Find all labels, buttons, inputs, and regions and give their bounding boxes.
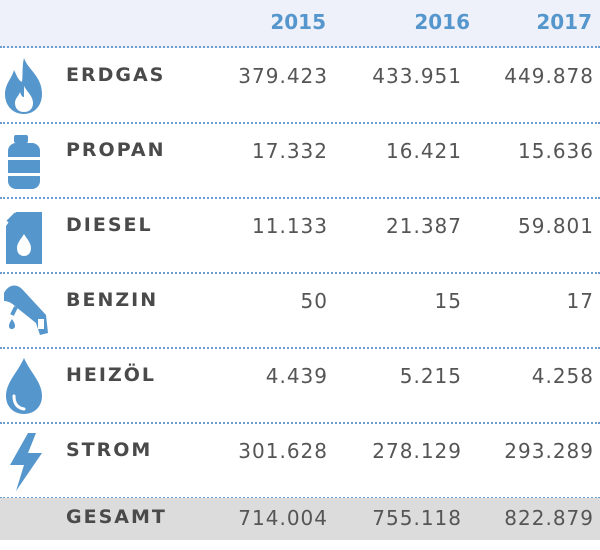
cell-2015: 4.439: [265, 364, 328, 388]
jerrycan-icon: [2, 204, 52, 268]
total-2017: 822.879: [504, 506, 594, 530]
cell-2015: 50: [300, 289, 328, 313]
total-2016: 755.118: [372, 506, 462, 530]
total-label: GESAMT: [66, 506, 167, 528]
cell-2015: 301.628: [238, 439, 328, 463]
row-label: BENZIN: [66, 289, 159, 311]
table-row-total: GESAMT 714.004 755.118 822.879: [0, 498, 600, 540]
flame-icon: [2, 54, 52, 118]
total-2015: 714.004: [238, 506, 328, 530]
year-header-2016: 2016: [414, 10, 470, 34]
cell-2017: 17: [566, 289, 594, 313]
cell-2017: 59.801: [518, 214, 594, 238]
row-label: ERDGAS: [66, 64, 166, 86]
cell-2017: 15.636: [518, 139, 594, 163]
cell-2015: 11.133: [252, 214, 328, 238]
cell-2015: 17.332: [252, 139, 328, 163]
cell-2015: 379.423: [238, 64, 328, 88]
cell-2017: 4.258: [531, 364, 594, 388]
cell-2016: 21.387: [386, 214, 462, 238]
table-row-benzin: BENZIN 50 15 17: [0, 273, 600, 349]
table-row-diesel: DIESEL 11.133 21.387 59.801: [0, 198, 600, 274]
year-header-2017: 2017: [536, 10, 592, 34]
cell-2016: 16.421: [386, 139, 462, 163]
row-label: STROM: [66, 439, 153, 461]
table-row-strom: STROM 301.628 278.129 293.289: [0, 423, 600, 499]
table-header: 2015 2016 2017: [0, 0, 600, 48]
table-row-propan: PROPAN 17.332 16.421 15.636: [0, 123, 600, 199]
lightning-icon: [2, 429, 52, 493]
cell-2017: 293.289: [504, 439, 594, 463]
oil-drop-icon: [2, 354, 52, 418]
row-label: HEIZÖL: [66, 364, 156, 386]
cell-2016: 15: [434, 289, 462, 313]
cell-2016: 5.215: [399, 364, 462, 388]
gas-cylinder-icon: [2, 129, 52, 193]
cell-2016: 278.129: [372, 439, 462, 463]
cell-2016: 433.951: [372, 64, 462, 88]
year-header-2015: 2015: [270, 10, 326, 34]
table-row-heizoel: HEIZÖL 4.439 5.215 4.258: [0, 348, 600, 424]
cell-2017: 449.878: [504, 64, 594, 88]
row-label: PROPAN: [66, 139, 166, 161]
table-row-erdgas: ERDGAS 379.423 433.951 449.878: [0, 48, 600, 124]
row-label: DIESEL: [66, 214, 153, 236]
fuel-nozzle-icon: [2, 279, 52, 343]
